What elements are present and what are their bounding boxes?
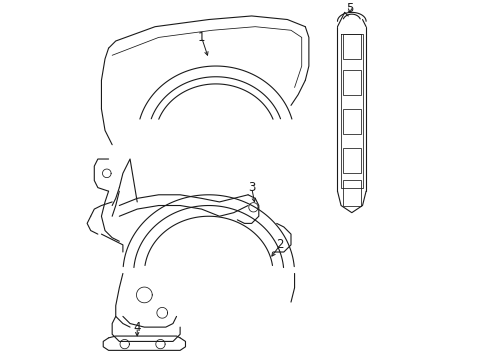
Bar: [342, 69, 360, 95]
Text: 5: 5: [346, 2, 353, 15]
Bar: [342, 34, 360, 59]
Bar: [342, 148, 360, 173]
Text: 3: 3: [247, 181, 255, 194]
Bar: [342, 109, 360, 134]
Text: 2: 2: [276, 238, 284, 251]
Text: 4: 4: [133, 321, 141, 334]
Bar: [342, 180, 360, 206]
Text: 1: 1: [198, 31, 205, 44]
